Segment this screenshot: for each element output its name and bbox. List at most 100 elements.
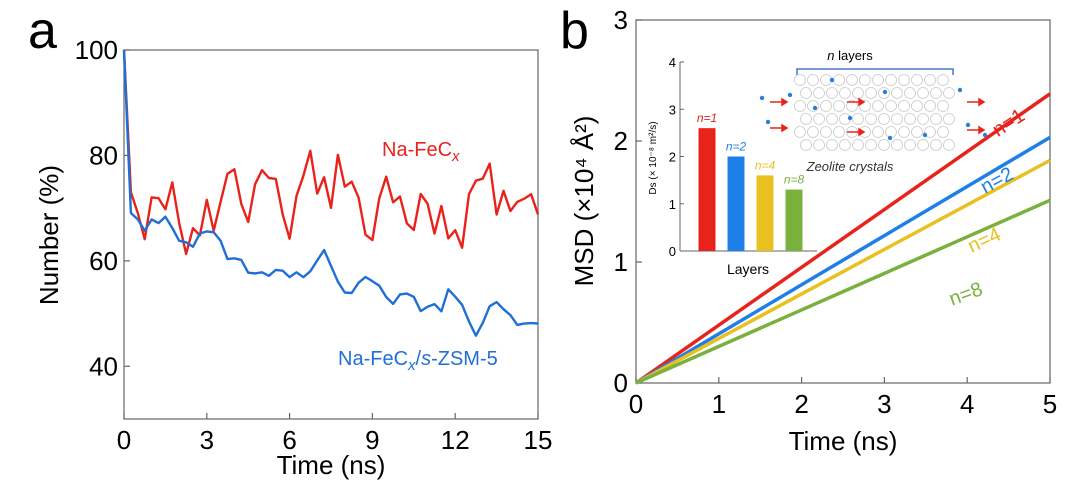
lattice-ring: [930, 113, 942, 125]
panel-label-b: b: [560, 2, 589, 60]
diffusion-arrow-icon: [967, 97, 986, 107]
panel-b-ylabel: MSD (×10⁴ Å²): [569, 116, 599, 287]
lattice-ring: [885, 126, 897, 138]
panel-a-frame: [123, 49, 539, 420]
diffusion-arrow-icon: [770, 123, 789, 133]
molecule-icon: [965, 122, 971, 128]
inset-ylabel: Ds (× 10⁻⁸ m²/s): [648, 121, 659, 194]
molecule-icon: [882, 89, 888, 95]
inset-bar-n-1: [698, 128, 716, 251]
lattice-ring: [943, 113, 955, 125]
n-layers-label: n layers: [827, 48, 873, 63]
lattice-ring: [930, 139, 942, 151]
diffusion-arrow-icon: [847, 127, 866, 137]
lattice-ring: [865, 113, 877, 125]
lattice-ring: [891, 139, 903, 151]
lattice-ring: [943, 87, 955, 99]
lattice-ring: [826, 87, 838, 99]
lattice-ring: [878, 139, 890, 151]
panel-a-chart: 0 3 6 9 12 15 40 60 80 100 Time (ns) Number (%) N…: [34, 35, 552, 480]
lattice-ring: [878, 87, 890, 99]
lattice-ring: [937, 74, 949, 86]
panel-label-a: a: [28, 2, 57, 60]
lattice-ring: [846, 100, 858, 112]
zeolite-crystal-lattice: [794, 74, 955, 151]
molecule-icon: [812, 105, 818, 111]
molecule-icon: [847, 115, 853, 121]
molecule-icon: [982, 132, 988, 138]
lattice-ring: [852, 139, 864, 151]
y-tick-label: 3: [614, 5, 628, 35]
msd-line-n-1: [634, 92, 1052, 385]
molecule-icon: [829, 77, 835, 83]
lattice-ring: [891, 113, 903, 125]
diffusion-arrow-icon: [847, 97, 866, 107]
lattice-ring: [872, 74, 884, 86]
molecule-icon: [759, 95, 765, 101]
msd-label-n-2: n=2: [977, 163, 1017, 198]
lattice-ring: [852, 113, 864, 125]
lattice-ring: [885, 100, 897, 112]
inset-y-tick-label: 4: [669, 55, 676, 70]
molecule-icon: [887, 135, 893, 141]
molecule-icon: [787, 92, 793, 98]
lattice-ring: [800, 87, 812, 99]
x-tick-label: 12: [441, 425, 470, 455]
x-tick-label: 15: [524, 425, 553, 455]
lattice-ring: [904, 113, 916, 125]
x-tick-label: 4: [960, 389, 974, 419]
lattice-ring: [878, 113, 890, 125]
inset-bar-n-4: [756, 175, 774, 251]
lattice-ring: [917, 113, 929, 125]
x-tick-label: 9: [365, 425, 379, 455]
lattice-ring: [898, 126, 910, 138]
lattice-ring: [924, 126, 936, 138]
msd-label-n-1: n=1: [989, 105, 1029, 142]
inset-bar-n-2: [727, 156, 745, 251]
lattice-ring: [904, 87, 916, 99]
lattice-ring: [826, 113, 838, 125]
lattice-ring: [937, 100, 949, 112]
x-tick-label: 5: [1043, 389, 1057, 419]
y-tick-label: 1: [614, 247, 628, 277]
zeolite-crystals-label: Zeolite crystals: [806, 159, 894, 174]
y-tick-label: 100: [75, 35, 118, 65]
lattice-ring: [930, 87, 942, 99]
lattice-ring: [917, 139, 929, 151]
lattice-ring: [937, 126, 949, 138]
lattice-ring: [885, 74, 897, 86]
lattice-ring: [917, 87, 929, 99]
molecule-icon: [765, 119, 771, 125]
msd-label-n-8: n=8: [946, 278, 985, 310]
x-tick-label: 3: [877, 389, 891, 419]
lattice-ring: [943, 139, 955, 151]
legend-na-fecx: Na-FeCx: [382, 139, 460, 165]
series-line-na-fecx: [122, 49, 540, 256]
lattice-ring: [872, 100, 884, 112]
y-tick-label: 0: [614, 368, 628, 398]
lattice-ring: [820, 100, 832, 112]
lattice-ring: [846, 74, 858, 86]
lattice-ring: [839, 139, 851, 151]
x-tick-label: 6: [282, 425, 296, 455]
msd-line-n-4: [635, 158, 1051, 385]
inset-bar-n-8: [785, 189, 803, 251]
lattice-ring: [826, 139, 838, 151]
inset-y-tick-label: 1: [669, 197, 676, 212]
panel-b-chart: 0 1 2 3 4 5 0 1 2 3 n=1 n=2 n=4 n=8 Time (ns) MSD (×…: [569, 5, 1057, 456]
zeolite-schematic: n layers Zeolite crystals: [759, 48, 988, 174]
molecule-icon: [922, 132, 928, 138]
lattice-ring: [852, 87, 864, 99]
x-tick-label: 1: [712, 389, 726, 419]
y-tick-label: 60: [89, 246, 118, 276]
lattice-ring: [794, 126, 806, 138]
y-tick-label: 40: [89, 351, 118, 381]
lattice-ring: [807, 74, 819, 86]
msd-line-n-2: [635, 135, 1051, 385]
lattice-ring: [891, 87, 903, 99]
x-tick-label: 3: [200, 425, 214, 455]
lattice-ring: [865, 87, 877, 99]
molecule-icon: [957, 87, 963, 93]
lattice-ring: [904, 139, 916, 151]
inset-bar-label-n-8: n=8: [784, 173, 805, 187]
